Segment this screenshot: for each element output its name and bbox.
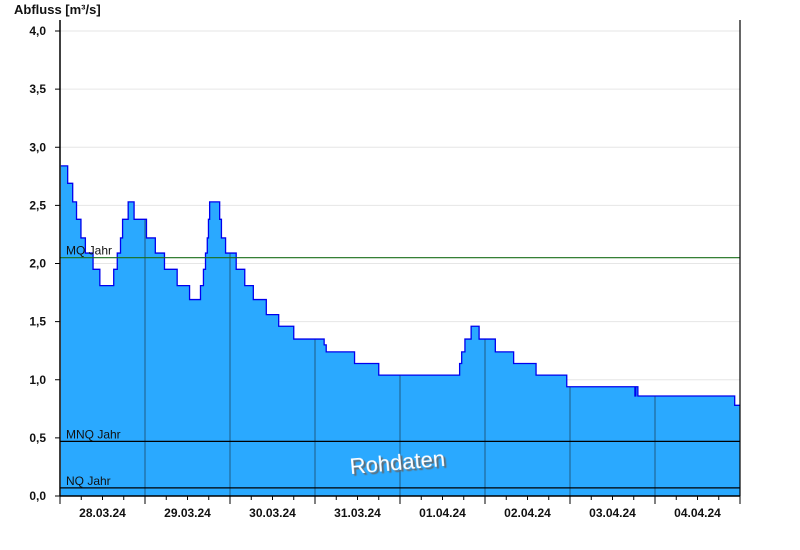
x-tick-label: 01.04.24 [419, 506, 466, 520]
reference-lines: MQ Jahr MNQ Jahr NQ Jahr [60, 244, 740, 489]
y-tick-label: 0,0 [29, 489, 46, 503]
x-tick-label: 28.03.24 [79, 506, 126, 520]
y-tick-label: 2,5 [29, 198, 46, 212]
discharge-line [60, 165, 740, 406]
reference-label: MNQ Jahr [66, 427, 121, 441]
y-tick-label: 2,0 [29, 257, 46, 271]
x-tick-label: 04.04.24 [674, 506, 721, 520]
x-tick-label: 31.03.24 [334, 506, 381, 520]
x-tick-label: 03.04.24 [589, 506, 636, 520]
reference-label: MQ Jahr [66, 244, 112, 258]
y-tick-label: 4,0 [29, 24, 46, 38]
y-tick-label: 0,5 [29, 431, 46, 445]
reference-label: NQ Jahr [66, 474, 111, 488]
y-tick-label: 1,0 [29, 373, 46, 387]
axes: 0,0 0,5 1,0 1,5 2,0 2,5 3,0 3,5 4,0 28.03.24 29.03… [29, 20, 741, 520]
y-tick-label: 3,5 [29, 82, 46, 96]
y-tick-label: 3,0 [29, 140, 46, 154]
x-tick-label: 30.03.24 [249, 506, 296, 520]
x-tick-label: 02.04.24 [504, 506, 551, 520]
day-lines [144, 219, 656, 496]
x-tick-label: 29.03.24 [164, 506, 211, 520]
y-tick-label: 1,5 [29, 315, 46, 329]
y-axis-title: Abfluss [m³/s] [14, 2, 101, 17]
